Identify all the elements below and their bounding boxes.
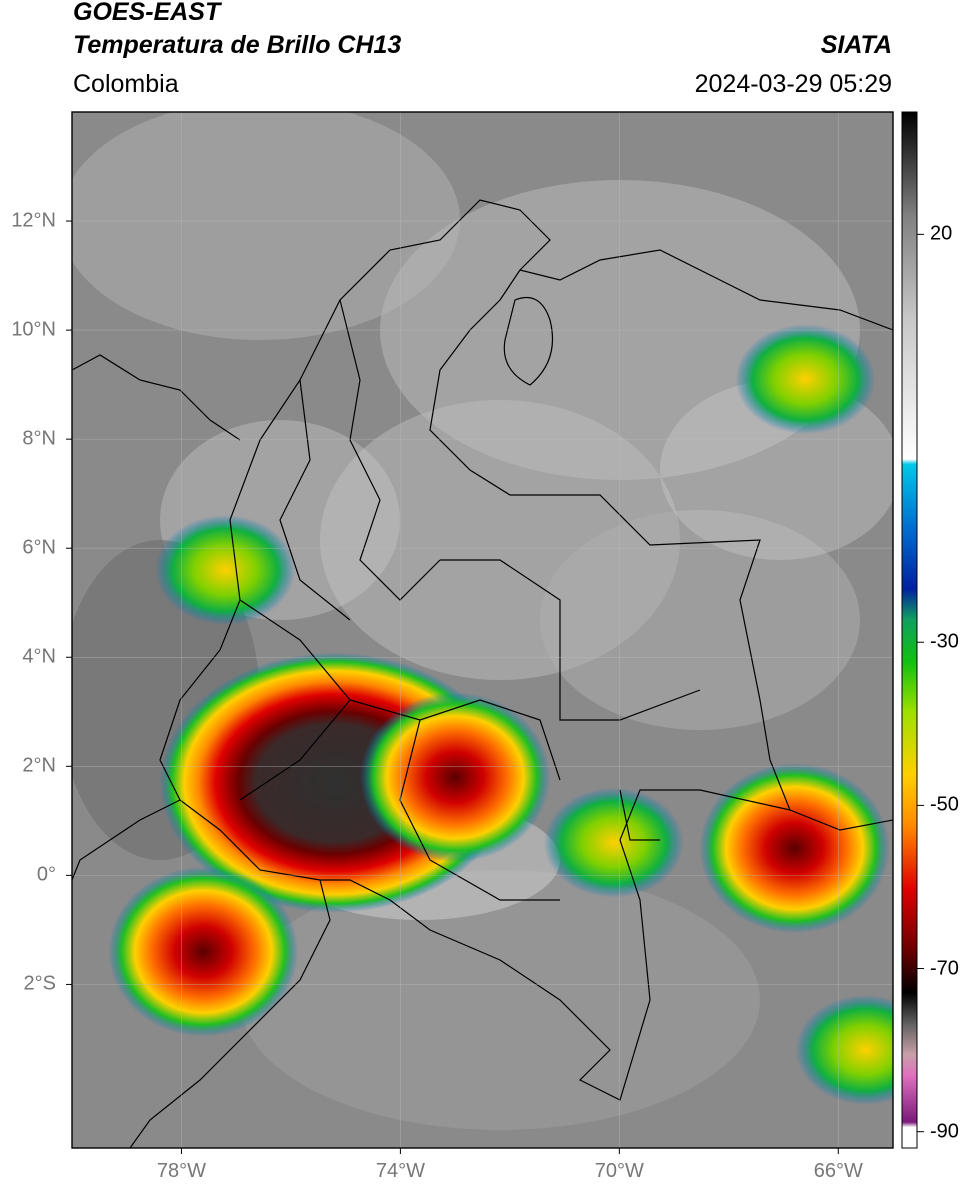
colorbar-label: -50: [930, 793, 959, 816]
lon-label: 70°W: [594, 1160, 644, 1182]
lat-label: 2°S: [23, 972, 56, 995]
lat-label: 8°N: [22, 427, 56, 450]
lat-ticks: [66, 220, 72, 985]
lat-label: 0°: [36, 863, 56, 886]
colorbar-label: -90: [930, 1120, 959, 1143]
region-line-3: [440, 559, 701, 721]
lat-label: 4°N: [22, 645, 56, 668]
venezuela-border: [519, 249, 893, 331]
ecuador-border: [72, 799, 181, 881]
lon-ticks: [180, 1148, 839, 1154]
brazil-border: [789, 809, 893, 831]
satellite-title: GOES-EAST: [73, 0, 221, 26]
storm-layer: [108, 324, 893, 1105]
region-line-5: [349, 699, 561, 781]
agency-label: SIATA: [820, 31, 892, 59]
storm-southwest: [108, 866, 299, 1037]
panama-coast: [72, 354, 241, 441]
peru-border: [129, 879, 331, 1148]
timestamp-label: 2024-03-29 05:29: [694, 70, 892, 98]
colorbar-label: -30: [930, 630, 959, 653]
colorbar-label: -70: [930, 957, 959, 980]
lon-label: 78°W: [156, 1160, 207, 1182]
product-title: Temperatura de Brillo CH13: [73, 31, 402, 59]
colorbar: [901, 111, 918, 1149]
region-line-7: [619, 789, 660, 841]
graticule: [72, 112, 893, 1148]
lat-label: 2°N: [22, 754, 56, 777]
lat-label: 10°N: [11, 318, 56, 341]
region-line-1: [339, 299, 441, 601]
storm-east-of-core: [360, 692, 551, 863]
lat-label: 6°N: [22, 536, 56, 559]
lake-maracaibo: [503, 296, 554, 386]
storm-far-east: [699, 763, 890, 934]
boundaries: [72, 199, 893, 1148]
map-frame: [71, 111, 894, 1149]
lat-label: 12°N: [11, 209, 56, 232]
lon-label: 74°W: [375, 1160, 425, 1182]
colorbar-label: 20: [930, 222, 953, 245]
storm-choco: [155, 515, 296, 626]
storm-bottom-right: [795, 994, 893, 1105]
region-line-6: [399, 719, 560, 901]
lon-label: 66°W: [813, 1160, 863, 1182]
colorbar-ticks: [917, 233, 924, 1133]
storm-southeast-center: [543, 787, 684, 898]
region-line-2: [279, 379, 351, 621]
storm-venezuela-coast: [735, 324, 876, 435]
region-label: Colombia: [73, 70, 179, 98]
